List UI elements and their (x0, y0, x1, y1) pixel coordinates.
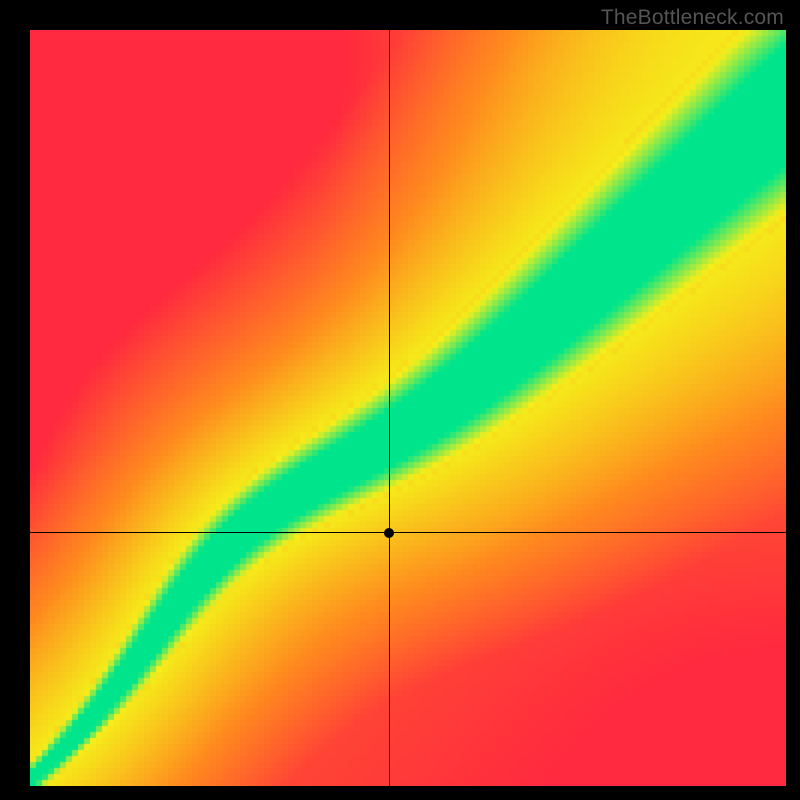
plot-area (30, 30, 786, 786)
crosshair-vertical (389, 30, 390, 786)
heatmap-canvas (30, 30, 786, 786)
chart-container: TheBottleneck.com (0, 0, 800, 800)
watermark-text: TheBottleneck.com (601, 6, 784, 30)
marker-dot (384, 528, 394, 538)
crosshair-horizontal (30, 532, 786, 533)
